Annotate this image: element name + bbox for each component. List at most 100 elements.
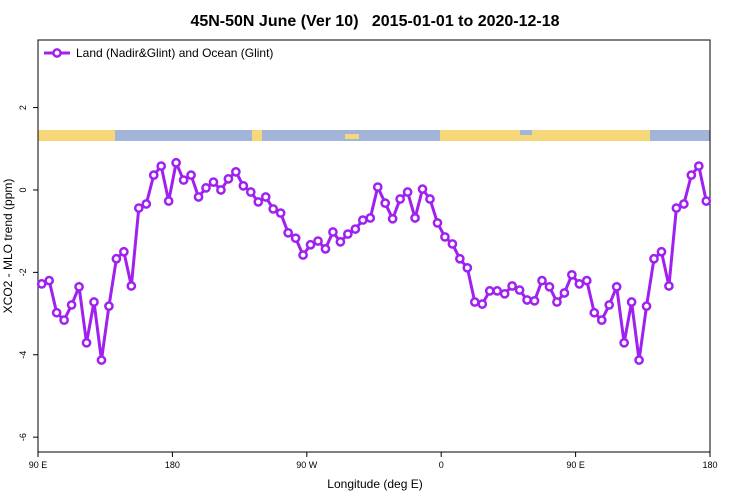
data-point — [484, 286, 495, 296]
x-tick-label: 180 — [702, 460, 717, 470]
data-point — [350, 224, 361, 234]
data-point — [455, 253, 465, 264]
data-point — [313, 236, 323, 246]
y-tick-label: -2 — [18, 268, 28, 276]
data-point — [260, 192, 271, 202]
data-point — [686, 170, 697, 180]
x-tick-label: 0 — [439, 460, 444, 470]
data-point — [544, 281, 555, 292]
data-point — [537, 275, 547, 286]
data-point — [201, 183, 211, 193]
data-point — [522, 295, 532, 305]
map-strip — [38, 130, 710, 141]
chart-title: 45N-50N June (Ver 10) 2015-01-01 to 2020… — [190, 13, 559, 30]
data-point — [104, 301, 114, 312]
data-point — [283, 227, 293, 238]
data-point — [469, 297, 480, 307]
data-point — [171, 157, 181, 168]
data-point — [290, 233, 301, 244]
data-point — [440, 232, 450, 242]
data-point — [492, 286, 503, 296]
data-point — [275, 208, 286, 218]
data-point — [126, 281, 137, 291]
data-point — [664, 281, 674, 291]
x-axis-label: Longitude (deg E) — [327, 477, 422, 491]
data-point — [208, 177, 219, 187]
data-point — [671, 203, 682, 213]
data-point — [141, 199, 152, 209]
y-tick-label: -4 — [18, 351, 28, 359]
data-point — [148, 170, 159, 180]
data-point — [701, 196, 712, 206]
data-point — [59, 315, 69, 326]
data-point — [51, 307, 62, 318]
data-point — [320, 244, 331, 254]
data-point — [417, 184, 428, 194]
y-tick-label: -6 — [18, 433, 28, 441]
data-point — [119, 246, 129, 257]
data-point — [186, 170, 196, 180]
data-point — [611, 281, 622, 292]
data-point — [410, 213, 420, 223]
data-point — [89, 297, 99, 307]
x-tick-label: 180 — [165, 460, 180, 470]
data-point — [656, 246, 667, 257]
x-tick-label: 90 W — [296, 460, 318, 470]
data-point — [372, 182, 383, 192]
data-point — [178, 175, 189, 185]
data-point — [268, 204, 279, 214]
data-point — [395, 194, 405, 204]
data-point — [305, 239, 316, 250]
plot-frame — [37, 39, 711, 453]
data-point — [298, 250, 308, 260]
data-point — [44, 275, 55, 286]
data-point — [529, 295, 540, 306]
y-axis-label: XCO2 - MLO trend (ppm) — [1, 179, 15, 314]
data-point — [231, 166, 241, 177]
data-point — [432, 218, 443, 228]
data-point — [357, 215, 368, 225]
data-point — [477, 299, 488, 309]
data-point — [245, 187, 256, 197]
data-point — [111, 253, 122, 264]
data-point — [74, 281, 84, 292]
data-point — [96, 355, 107, 365]
data-point — [66, 300, 77, 310]
data-point — [447, 239, 458, 249]
x-tick-label: 90 E — [29, 460, 48, 470]
data-line — [41, 157, 708, 361]
data-point — [380, 198, 391, 209]
data-point — [641, 301, 652, 312]
data-point — [462, 262, 473, 273]
data-point — [163, 196, 174, 206]
data-point — [223, 173, 234, 184]
data-point — [365, 213, 376, 223]
data-point — [425, 194, 435, 204]
data-point — [626, 297, 637, 307]
data-point — [253, 197, 264, 207]
data-point — [216, 185, 226, 195]
data-point — [402, 187, 413, 197]
data-point — [514, 285, 525, 295]
data-point — [574, 279, 585, 289]
data-point — [36, 279, 47, 289]
data-point — [328, 227, 338, 237]
data-point — [693, 161, 704, 171]
data-point — [634, 355, 644, 365]
data-point — [679, 199, 689, 209]
data-point — [507, 281, 517, 291]
y-tick-label: 0 — [18, 187, 28, 192]
x-tick-label: 90 E — [566, 460, 585, 470]
data-point — [193, 192, 204, 202]
data-point — [567, 269, 577, 280]
y-tick-label: 2 — [18, 105, 28, 110]
data-point — [499, 288, 510, 299]
data-point — [589, 307, 600, 318]
legend-marker — [52, 48, 62, 58]
data-point — [238, 180, 249, 191]
data-point — [649, 253, 659, 264]
data-point — [343, 229, 353, 239]
data-point — [335, 237, 346, 247]
data-point — [81, 337, 92, 348]
